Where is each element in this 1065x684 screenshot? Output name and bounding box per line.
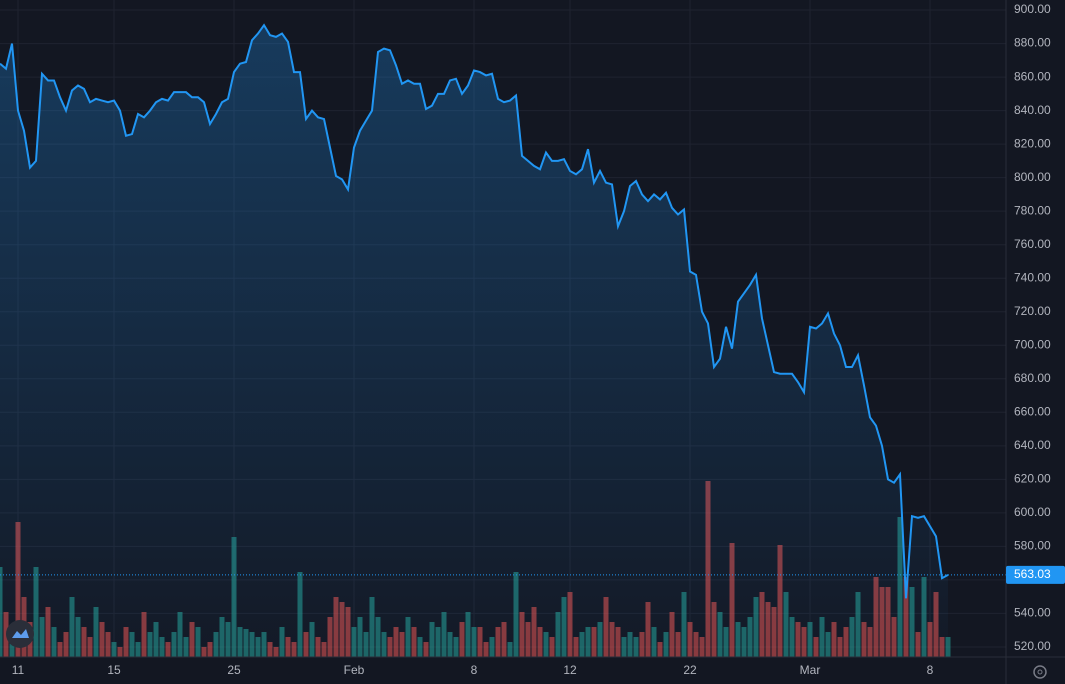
- y-tick-label: 720.00: [1014, 304, 1051, 318]
- x-tick-label: Feb: [344, 663, 365, 677]
- y-tick-label: 900.00: [1014, 2, 1051, 16]
- y-tick-label: 880.00: [1014, 36, 1051, 50]
- y-tick-label: 580.00: [1014, 539, 1051, 553]
- last-price-box: [1006, 565, 1065, 584]
- y-tick-label: 820.00: [1014, 136, 1051, 150]
- y-tick-label: 740.00: [1014, 270, 1051, 284]
- y-tick-label: 600.00: [1014, 505, 1051, 519]
- y-tick-label: 660.00: [1014, 404, 1051, 418]
- y-tick-label: 760.00: [1014, 237, 1051, 251]
- y-tick-label: 860.00: [1014, 69, 1051, 83]
- y-tick-label: 520.00: [1014, 639, 1051, 653]
- settings-icon[interactable]: [1033, 665, 1047, 679]
- area-fill: [0, 25, 948, 657]
- x-tick-label: 15: [107, 663, 121, 677]
- y-tick-label: 620.00: [1014, 472, 1051, 486]
- x-tick-label: 22: [683, 663, 697, 677]
- y-tick-label: 700.00: [1014, 337, 1051, 351]
- x-tick-label: 11: [12, 663, 25, 677]
- x-tick-label: 8: [471, 663, 478, 677]
- logo[interactable]: [6, 620, 34, 648]
- plot: [0, 23, 1006, 657]
- y-tick-label: 540.00: [1014, 606, 1051, 620]
- last-price-label: 563.03: [1014, 567, 1051, 581]
- y-tick-label: 800.00: [1014, 170, 1051, 184]
- x-tick-label: 25: [227, 663, 241, 677]
- price-line: [0, 23, 949, 599]
- gear-center: [1037, 669, 1043, 675]
- x-tick-label: 8: [927, 663, 934, 677]
- x-tick-label: Mar: [800, 663, 821, 677]
- logo-shape: [12, 629, 29, 638]
- y-tick-label: 640.00: [1014, 438, 1051, 452]
- axes: 520.00540.00560.00580.00600.00620.00640.…: [12, 2, 1065, 677]
- y-tick-label: 780.00: [1014, 203, 1051, 217]
- y-tick-label: 840.00: [1014, 103, 1051, 117]
- x-tick-label: 12: [563, 663, 577, 677]
- gear: [1033, 665, 1047, 679]
- y-tick-label: 680.00: [1014, 371, 1051, 385]
